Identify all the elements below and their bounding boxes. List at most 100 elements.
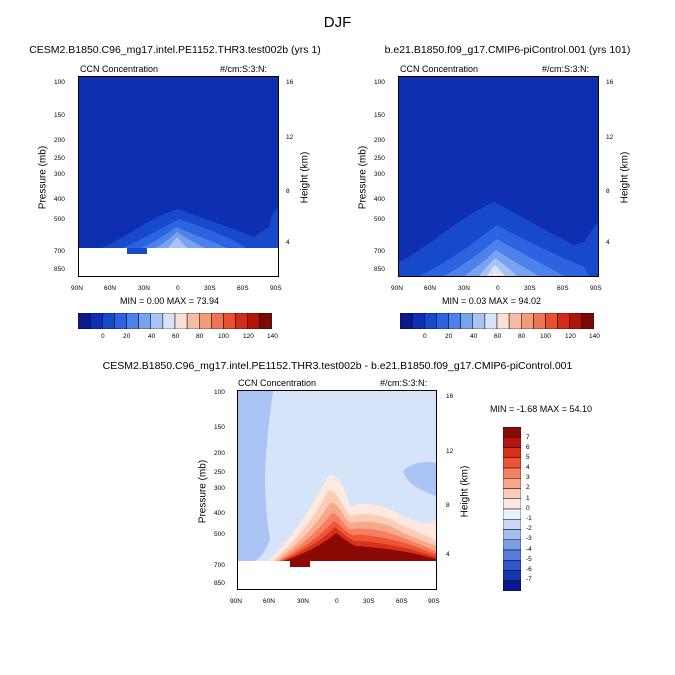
- tr-cb-80: 80: [518, 333, 526, 340]
- tl-xtick-90s: 90S: [270, 285, 282, 292]
- b-xtick-0: 0: [335, 598, 339, 605]
- tr-xtick-60s: 60S: [557, 285, 569, 292]
- b-xtick-30n: 30N: [297, 598, 309, 605]
- page-title: DJF: [323, 14, 352, 31]
- tr-ytick-250: 250: [374, 155, 385, 162]
- tr-ytick-500: 500: [374, 216, 385, 223]
- tr-y2tick-16: 16: [606, 79, 614, 86]
- tr-xtick-90s: 90S: [590, 285, 602, 292]
- tl-ytick-250: 250: [54, 155, 65, 162]
- b-ytick-500: 500: [214, 531, 225, 538]
- tr-ytick-300: 300: [374, 171, 385, 178]
- tr-xtick-90n: 90N: [391, 285, 403, 292]
- panel-b-right-label: #/cm:S:3:N:: [380, 378, 428, 388]
- tr-ytick-850: 850: [374, 266, 385, 273]
- tl-ytick-850: 850: [54, 266, 65, 273]
- tl-cb-140: 140: [267, 333, 278, 340]
- colorbar-swatch: [502, 570, 522, 581]
- colorbar-swatch: [472, 312, 486, 330]
- tr-ytick-400: 400: [374, 196, 385, 203]
- tl-ytick-300: 300: [54, 171, 65, 178]
- b-cb-m4: -4: [526, 546, 532, 553]
- tr-ytick-100: 100: [374, 79, 385, 86]
- colorbar-swatch: [569, 312, 583, 330]
- colorbar-swatch: [502, 488, 522, 499]
- colorbar-swatch: [502, 437, 522, 448]
- tl-ytick-200: 200: [54, 137, 65, 144]
- b-min-max: MIN = -1.68 MAX = 54.10: [490, 404, 593, 414]
- tl-ytick-500: 500: [54, 216, 65, 223]
- b-cb-4: 4: [526, 464, 530, 471]
- b-cb-6: 6: [526, 444, 530, 451]
- b-cb-m6: -6: [526, 566, 532, 573]
- colorbar-swatch: [502, 529, 522, 540]
- b-y2label: Height (km): [459, 465, 471, 518]
- colorbar-swatch: [484, 312, 498, 330]
- b-ytick-150: 150: [214, 424, 225, 431]
- tl-y2label: Height (km): [299, 151, 311, 204]
- panel-tl-left-label: CCN Concentration: [80, 64, 159, 74]
- tl-ytick-150: 150: [54, 112, 65, 119]
- b-cb-3: 3: [526, 474, 530, 481]
- tl-y2tick-4: 4: [286, 239, 290, 246]
- colorbar-swatch: [502, 508, 522, 520]
- colorbar-swatch: [502, 560, 522, 571]
- colorbar-swatch: [114, 312, 127, 330]
- colorbar-swatch: [448, 312, 461, 330]
- tl-y2tick-12: 12: [286, 134, 294, 141]
- tr-cb-0: 0: [423, 333, 427, 340]
- colorbar-swatch: [77, 312, 91, 330]
- tr-y2tick-8: 8: [606, 188, 610, 195]
- colorbar-swatch: [89, 312, 103, 330]
- colorbar-swatch: [424, 312, 437, 330]
- b-cb-2: 2: [526, 484, 530, 491]
- colorbar-swatch: [174, 312, 188, 330]
- colorbar-swatch: [186, 312, 200, 330]
- tl-xtick-0: 0: [176, 285, 180, 292]
- tl-xtick-30s: 30S: [204, 285, 216, 292]
- tr-y2tick-12: 12: [606, 134, 614, 141]
- tl-cb-40: 40: [148, 333, 156, 340]
- colorbar-swatch: [211, 312, 224, 330]
- colorbar-swatch: [508, 312, 522, 330]
- tl-cb-80: 80: [196, 333, 204, 340]
- b-y2tick-12: 12: [446, 448, 454, 455]
- b-y2tick-4: 4: [446, 551, 450, 558]
- tr-cb-60: 60: [494, 333, 502, 340]
- colorbar-swatch: [502, 467, 522, 479]
- tr-ylabel: Pressure (mb): [357, 145, 369, 210]
- plot-bottom: [237, 390, 437, 590]
- colorbar-swatch: [533, 312, 546, 330]
- colorbar-swatch: [581, 312, 595, 330]
- colorbar-swatch: [235, 312, 249, 330]
- tl-colorbar-svg: [77, 312, 273, 330]
- tl-min-max: MIN = 0.00 MAX = 73.94: [120, 296, 220, 306]
- tr-colorbar-svg: [399, 312, 595, 330]
- b-cb-m1: -1: [526, 515, 532, 522]
- tr-cb-40: 40: [470, 333, 478, 340]
- b-xtick-60s: 60S: [396, 598, 408, 605]
- tr-xtick-30s: 30S: [524, 285, 536, 292]
- b-ytick-100: 100: [214, 389, 225, 396]
- tr-y2tick-4: 4: [606, 239, 610, 246]
- tr-cb-140: 140: [589, 333, 600, 340]
- tl-cb-100: 100: [218, 333, 229, 340]
- tl-xtick-90n: 90N: [71, 285, 83, 292]
- panel-tr-right-label: #/cm:S:3:N:: [542, 64, 590, 74]
- colorbar-swatch: [502, 519, 522, 530]
- panel-b-run-title: CESM2.B1850.C96_mg17.intel.PE1152.THR3.t…: [102, 360, 573, 372]
- colorbar-swatch: [502, 498, 522, 510]
- b-cb-m5: -5: [526, 556, 532, 563]
- tl-y2tick-8: 8: [286, 188, 290, 195]
- tr-cb-20: 20: [445, 333, 453, 340]
- tr-ytick-200: 200: [374, 137, 385, 144]
- colorbar-swatch: [102, 312, 115, 330]
- b-ytick-850: 850: [214, 580, 225, 587]
- b-y2tick-16: 16: [446, 393, 454, 400]
- b-ytick-200: 200: [214, 450, 225, 457]
- colorbar-swatch: [460, 312, 474, 330]
- b-ytick-700: 700: [214, 562, 225, 569]
- tl-ytick-400: 400: [54, 196, 65, 203]
- tr-xtick-60n: 60N: [424, 285, 436, 292]
- b-cb-7: 7: [526, 434, 530, 441]
